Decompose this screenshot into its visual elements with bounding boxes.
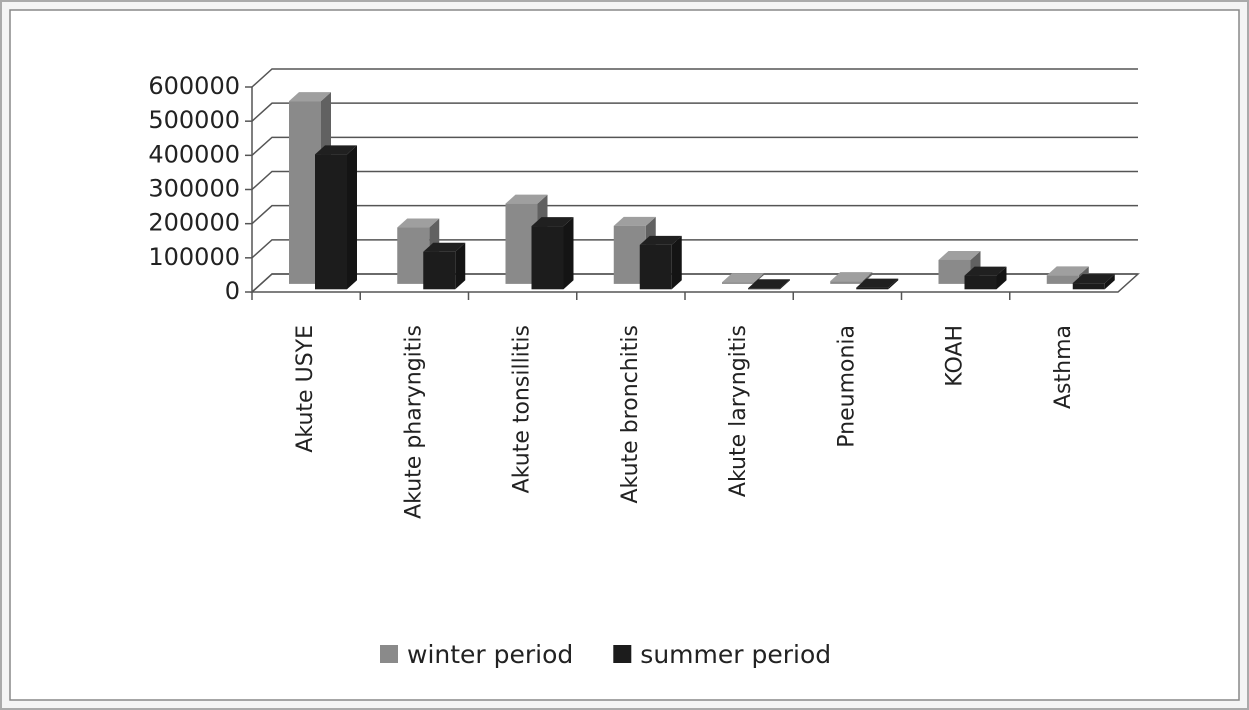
bar-top — [423, 242, 466, 252]
x-tick-label: KOAH — [943, 325, 968, 387]
bar-front — [1072, 283, 1105, 290]
bar-top — [613, 216, 656, 226]
legend-label: summer period — [640, 640, 831, 669]
grid-line — [251, 102, 1138, 122]
grid-line — [251, 68, 1138, 88]
y-tick-label: 100000 — [148, 243, 240, 271]
bar — [938, 250, 981, 284]
bar-top — [722, 273, 764, 283]
bar-side — [671, 235, 682, 290]
bar-top — [856, 278, 899, 288]
bar-side — [563, 217, 574, 290]
x-tick-label: Pneumonia — [834, 325, 859, 448]
bar-side — [996, 266, 1007, 290]
x-tick-label: Akute pharyngitis — [401, 325, 426, 519]
bar-top — [639, 235, 682, 245]
y-tick-label: 600000 — [148, 72, 240, 100]
bar-front — [938, 259, 971, 284]
x-tick-label: Akute USYE — [293, 325, 318, 453]
x-tick-label: Asthma — [1051, 325, 1076, 409]
bar — [423, 242, 466, 290]
y-tick-label: 400000 — [148, 140, 240, 168]
grid-line — [251, 136, 1138, 156]
bar-top — [315, 145, 357, 155]
x-tick-label: Akute tonsillitis — [510, 325, 535, 493]
y-tick-label: 300000 — [148, 175, 240, 203]
grid-line — [251, 239, 1138, 259]
bar-side — [347, 145, 357, 290]
bar-side — [455, 242, 466, 290]
bar — [748, 279, 790, 290]
bar-top — [748, 279, 790, 289]
bar-front — [531, 226, 564, 290]
bar-front — [856, 287, 889, 290]
bar-front — [639, 244, 672, 290]
bar-top — [397, 218, 440, 228]
x-tick-label: Akute laryngitis — [726, 325, 751, 497]
legend-label: winter period — [407, 640, 573, 669]
y-tick-label: 500000 — [148, 106, 240, 134]
grid-line — [251, 204, 1138, 225]
bar — [639, 235, 682, 290]
y-tick-label: 200000 — [148, 209, 240, 237]
bar-front — [830, 281, 863, 284]
bar-top — [505, 194, 548, 204]
bar-top — [531, 217, 574, 227]
legend-swatch — [380, 645, 398, 663]
bar-front — [964, 275, 997, 290]
legend-swatch — [613, 645, 632, 663]
bar-top — [289, 92, 331, 102]
bar-front — [1046, 275, 1079, 284]
bar — [856, 278, 899, 290]
bar-side — [1104, 274, 1115, 290]
bar-front — [315, 154, 347, 290]
bar — [1072, 274, 1115, 290]
bar-top — [1046, 266, 1089, 276]
grid-line — [251, 170, 1138, 191]
bar-side — [780, 279, 790, 290]
bar-top — [964, 266, 1007, 276]
bar-top — [1072, 274, 1115, 284]
bar-top — [938, 250, 981, 260]
bar-top — [830, 272, 873, 282]
bar — [964, 266, 1007, 290]
bar — [531, 217, 574, 290]
bar-front — [748, 288, 780, 290]
bar — [315, 145, 357, 290]
bar-front — [423, 251, 456, 290]
x-tick-label: Akute bronchitis — [618, 325, 643, 504]
bar-front — [722, 282, 754, 284]
bar-side — [888, 278, 899, 290]
chart-frame — [9, 9, 1240, 701]
y-tick-label: 0 — [225, 277, 240, 305]
